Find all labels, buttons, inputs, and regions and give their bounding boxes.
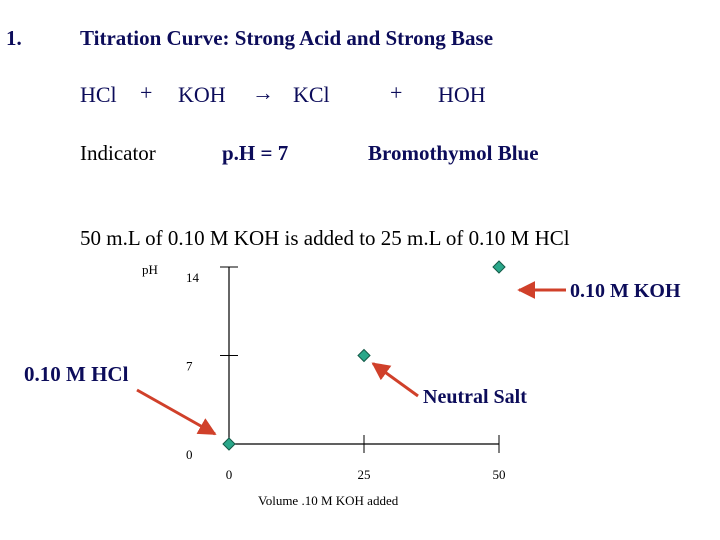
annotation-neutral-salt-label: Neutral Salt bbox=[423, 386, 527, 408]
data-point-marker bbox=[492, 260, 506, 274]
problem-statement: 50 m.L of 0.10 M KOH is added to 25 m.L … bbox=[80, 226, 570, 250]
chart-points bbox=[222, 260, 506, 451]
equation-plus-sign-2: + bbox=[390, 80, 403, 105]
x-tick-label: 0 bbox=[226, 467, 233, 482]
y-tick-label: 0 bbox=[186, 447, 193, 462]
ph-value: p.H = 7 bbox=[222, 141, 289, 165]
indicator-label: Indicator bbox=[80, 141, 156, 165]
slide-title: Titration Curve: Strong Acid and Strong … bbox=[80, 26, 494, 50]
annotation-hcl-label: 0.10 M HCl bbox=[24, 362, 129, 386]
arrow-hcl bbox=[136, 388, 217, 436]
equation-plus-sign: + bbox=[140, 80, 153, 105]
chart-ticks bbox=[220, 266, 500, 453]
annotation-koh-label: 0.10 M KOH bbox=[570, 280, 681, 302]
x-tick-label: 50 bbox=[493, 467, 506, 482]
data-point-marker bbox=[222, 437, 236, 451]
equation-arrow: → bbox=[252, 80, 274, 105]
y-axis-label: pH bbox=[142, 262, 158, 277]
annotation-arrows bbox=[136, 281, 566, 436]
chart-tick-labels: 0 7 14 0 25 50 bbox=[186, 270, 506, 482]
equation-product-kcl: KCl bbox=[293, 82, 330, 107]
equation-product-hoh: HOH bbox=[438, 82, 486, 107]
y-tick-label: 7 bbox=[186, 359, 193, 374]
slide-number: 1. bbox=[6, 26, 22, 50]
arrow-neutral-salt bbox=[371, 362, 419, 398]
indicator-name: Bromothymol Blue bbox=[368, 141, 539, 165]
y-tick-label: 14 bbox=[186, 270, 200, 285]
x-axis-label: Volume .10 M KOH added bbox=[258, 493, 399, 508]
equation-reactant-koh: KOH bbox=[178, 82, 226, 107]
data-point-marker bbox=[357, 348, 371, 363]
equation-reactant-hcl: HCl bbox=[80, 82, 117, 107]
x-tick-label: 25 bbox=[358, 467, 371, 482]
